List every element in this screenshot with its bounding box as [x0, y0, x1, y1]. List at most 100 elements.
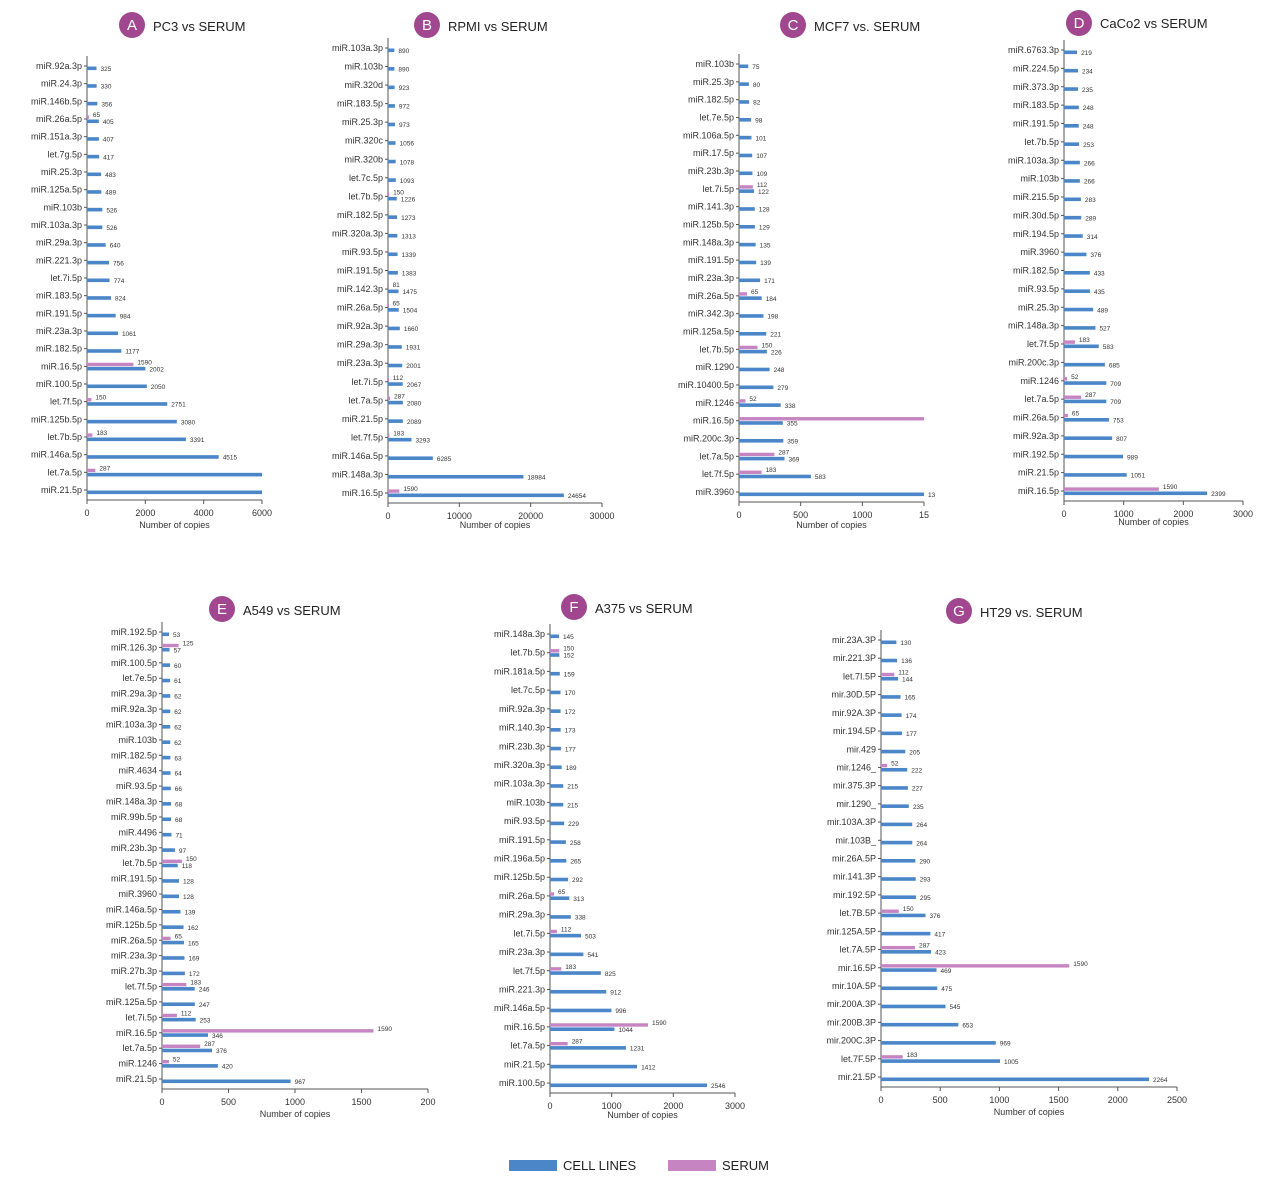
- category-label: miR.26a.5p: [337, 303, 383, 313]
- cell-lines-bar: [388, 271, 398, 275]
- cell-lines-value-label: 293: [920, 877, 931, 884]
- category-label: let.7i.5p: [702, 184, 734, 194]
- cell-lines-value-label: 1005: [1004, 1059, 1019, 1066]
- cell-lines-value-label: 222: [911, 767, 922, 774]
- serum-bar: [739, 470, 762, 474]
- legend: CELL LINES SERUM: [0, 1158, 1286, 1178]
- panel-badge: [561, 594, 587, 620]
- cell-lines-bar: [881, 713, 902, 717]
- cell-lines-value-label: 215: [567, 784, 578, 791]
- cell-lines-value-label: 1313: [401, 233, 416, 240]
- chart-panel-f: F A375 vs SERUM 0 1000 2000 3000 Number of cop…: [494, 594, 745, 1120]
- panel-letter: B: [422, 17, 432, 34]
- serum-bar: [162, 643, 179, 648]
- cell-lines-bar: [550, 784, 564, 788]
- cell-lines-value-label: 423: [935, 950, 946, 957]
- cell-lines-bar: [550, 1027, 615, 1031]
- serum-value-label: 1590: [1163, 484, 1178, 491]
- cell-lines-value-label: 159: [564, 671, 575, 678]
- chart-title: RPMI vs SERUM: [448, 19, 548, 34]
- cell-lines-value-label: 18984: [527, 474, 545, 481]
- cell-lines-value-label: 136: [901, 658, 912, 665]
- serum-value-label: 287: [394, 393, 405, 400]
- cell-lines-bar: [1064, 160, 1080, 165]
- x-tick-label: 2000: [1108, 1095, 1128, 1105]
- cell-lines-value-label: 890: [398, 48, 409, 55]
- cell-lines-bar: [162, 940, 184, 945]
- category-label: let.7b.5p: [699, 344, 734, 354]
- cell-lines-bar: [881, 1059, 1000, 1063]
- cell-lines-bar: [162, 909, 181, 914]
- cell-lines-bar: [388, 196, 397, 201]
- category-label: mir.21.5P: [838, 1072, 876, 1082]
- serum-bar: [881, 1055, 903, 1059]
- serum-value-label: 183: [1079, 337, 1090, 344]
- serum-value-label: 183: [565, 964, 576, 971]
- cell-lines-value-label: 969: [1000, 1041, 1011, 1048]
- cell-lines-value-label: 122: [758, 189, 769, 196]
- category-label: miR.103a.3p: [31, 220, 82, 230]
- panel-badge: [119, 12, 145, 38]
- category-label: miR.148a.3p: [1008, 321, 1059, 331]
- serum-value-label: 1590: [1073, 961, 1088, 968]
- cell-lines-bar: [550, 653, 560, 657]
- cell-lines-value-label: 912: [610, 989, 621, 996]
- cell-lines-value-label: 226: [771, 349, 782, 356]
- x-tick-label: 0: [385, 511, 390, 521]
- cell-lines-bar: [550, 896, 570, 901]
- x-axis-label: Number of copies: [796, 520, 867, 530]
- cell-lines-bar: [881, 731, 902, 736]
- category-label: let.7f.5p: [125, 982, 157, 992]
- cell-lines-value-label: 60: [174, 663, 182, 670]
- cell-lines-bar: [881, 895, 916, 900]
- cell-lines-bar: [550, 690, 561, 695]
- category-label: let.7g.5p: [47, 149, 82, 159]
- x-axis-label: Number of copies: [460, 520, 531, 530]
- cell-lines-value-label: 338: [785, 403, 796, 410]
- category-label: let.7a.5p: [1024, 394, 1059, 404]
- cell-lines-value-label: 145: [563, 634, 574, 641]
- serum-value-label: 52: [749, 396, 757, 403]
- serum-value-label: 52: [1071, 374, 1079, 381]
- cell-lines-value-label: 6285: [437, 456, 452, 463]
- serum-value-label: 112: [181, 1010, 192, 1017]
- cell-lines-value-label: 2264: [1153, 1077, 1168, 1084]
- cell-lines-value-label: 433: [1094, 271, 1105, 278]
- cell-lines-bar: [87, 472, 262, 477]
- serum-value-label: 65: [93, 112, 101, 119]
- cell-lines-value-label: 177: [565, 746, 576, 753]
- cell-lines-value-label: 82: [753, 100, 761, 107]
- cell-lines-value-label: 139: [184, 909, 195, 916]
- cell-lines-value-label: 825: [605, 971, 616, 978]
- serum-bar: [881, 964, 1070, 968]
- category-label: miR.1246: [695, 398, 734, 408]
- category-label: miR.100.5p: [36, 379, 82, 389]
- x-tick-label: 0: [878, 1095, 883, 1105]
- category-label: miR.6763.3p: [1008, 45, 1059, 55]
- cell-lines-value-label: 376: [216, 1048, 227, 1055]
- cell-lines-bar: [739, 100, 750, 104]
- cell-lines-bar: [388, 67, 395, 71]
- cell-lines-bar: [1064, 87, 1079, 91]
- category-label: miR.100.5p: [111, 658, 157, 668]
- serum-value-label: 112: [757, 182, 768, 189]
- cell-lines-bar: [87, 331, 118, 336]
- legend-label-serum: SERUM: [722, 1158, 769, 1173]
- cell-lines-value-label: 973: [399, 122, 410, 129]
- serum-value-label: 65: [558, 889, 566, 896]
- cell-lines-bar: [388, 252, 398, 257]
- cell-lines-value-label: 355: [787, 421, 798, 428]
- cell-lines-value-label: 174: [906, 713, 917, 720]
- cell-lines-bar: [87, 384, 147, 389]
- cell-lines-value-label: 475: [941, 986, 952, 993]
- category-label: miR.200c.3p: [1008, 357, 1059, 367]
- serum-bar: [550, 967, 562, 971]
- cell-lines-bar: [87, 101, 98, 106]
- serum-bar: [550, 1041, 568, 1046]
- cell-lines-value-label: 248: [1083, 124, 1094, 131]
- serum-value-label: 125: [183, 640, 194, 647]
- category-label: miR.25.3p: [342, 117, 383, 127]
- category-label: mir.103B_: [835, 835, 877, 845]
- cell-lines-value-label: 417: [934, 931, 945, 938]
- cell-lines-value-label: 64: [175, 771, 183, 778]
